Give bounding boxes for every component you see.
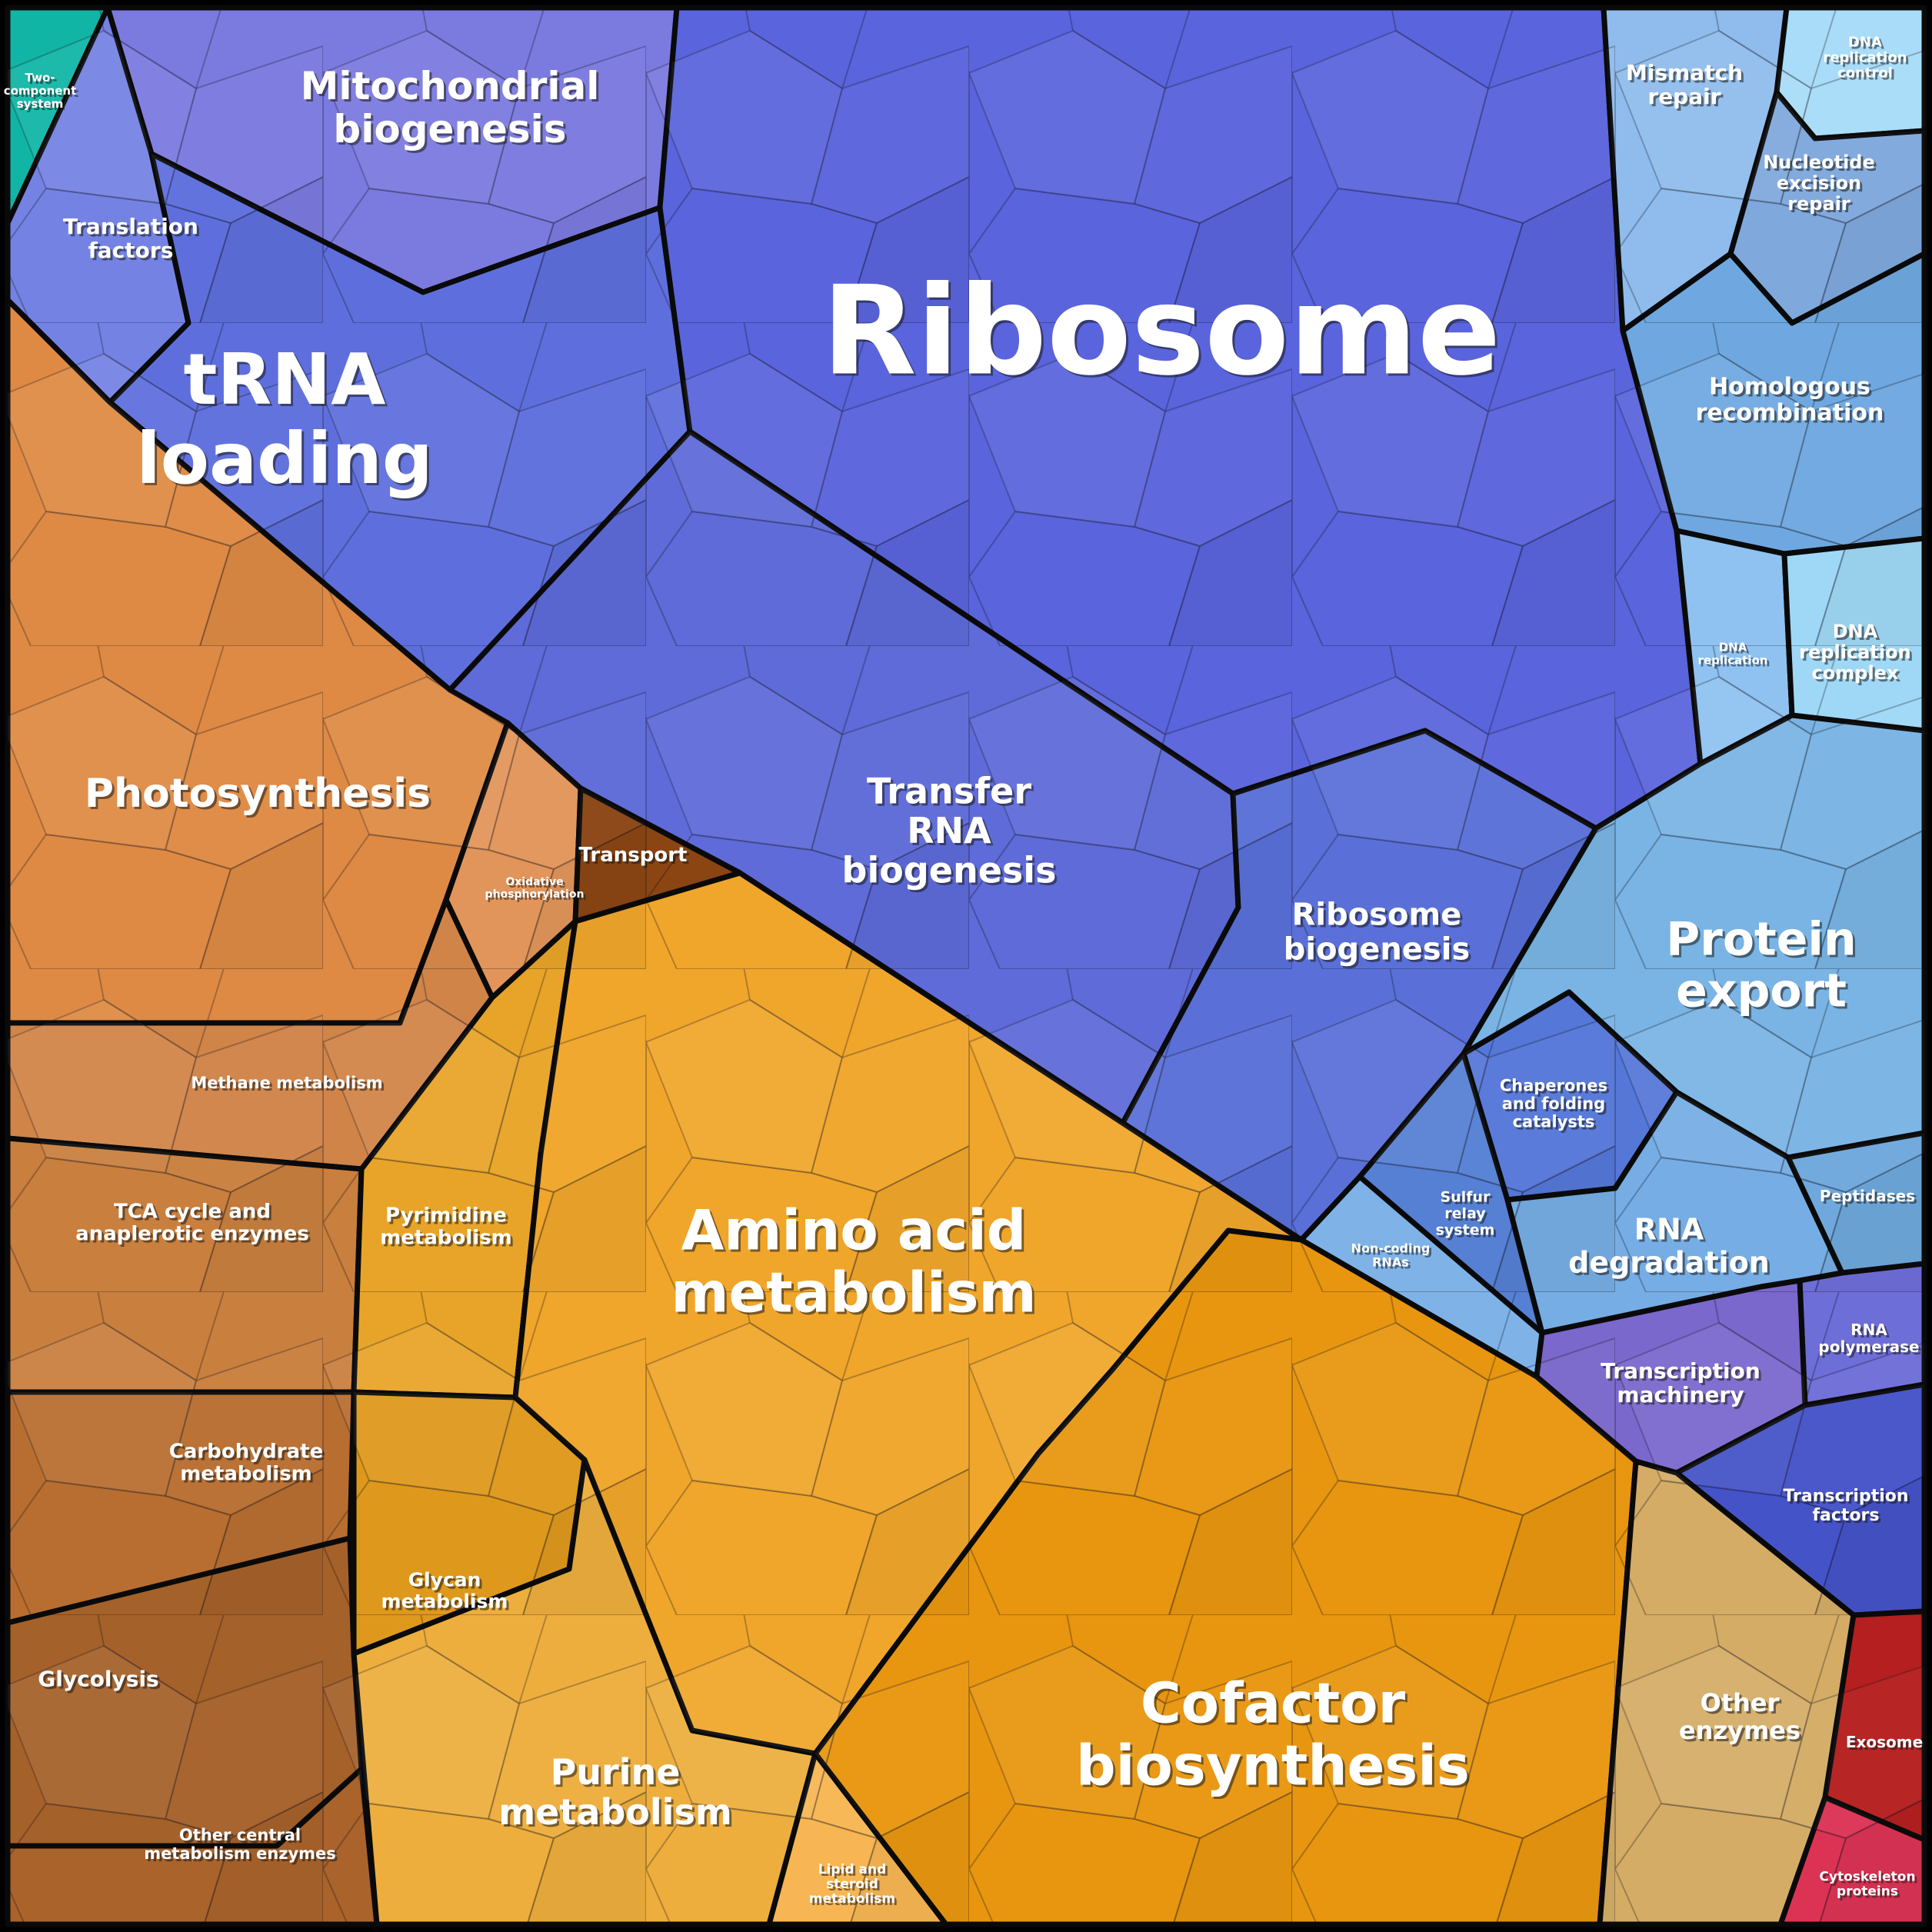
region-label-shadow-cytoskeleton-proteins: Cytoskeleton proteins xyxy=(1821,1871,1917,1901)
region-label-shadow-non-coding-rnas: Non-coding RNAs xyxy=(1354,1244,1433,1272)
region-label-shadow-cofactor-biosynthesis: Cofactor biosynthesis xyxy=(1078,1674,1472,1800)
region-label-shadow-rna-polymerase: RNA polymerase xyxy=(1820,1323,1921,1358)
region-label-dna-replication: DNA replication xyxy=(1698,641,1768,668)
region-label-dna-replication-complex: DNA replication complex xyxy=(1799,621,1910,684)
region-label-shadow-lipid-and-steroid-metabolism: Lipid and steroid metabolism xyxy=(811,1864,898,1909)
region-label-other-enzymes: Other enzymes xyxy=(1679,1688,1800,1745)
region-label-shadow-oxidative-phosphorylation: Oxidative phosphorylation xyxy=(488,878,587,903)
region-label-mismatch-repair: Mismatch repair xyxy=(1626,60,1743,109)
region-label-exosome: Exosome xyxy=(1846,1733,1923,1751)
region-label-shadow-glycolysis: Glycolysis xyxy=(40,1669,161,1694)
region-label-shadow-exosome: Exosome xyxy=(1848,1735,1925,1754)
region-label-shadow-nucleotide-excision-repair: Nucleotide excision repair xyxy=(1765,154,1877,217)
region-label-shadow-other-enzymes: Other enzymes xyxy=(1681,1690,1803,1747)
region-label-amino-acid-metabolism: Amino acid metabolism xyxy=(671,1198,1036,1325)
region-label-shadow-pyrimidine-metabolism: Pyrimidine metabolism xyxy=(382,1206,515,1251)
region-label-purine-metabolism: Purine metabolism xyxy=(498,1751,732,1833)
region-label-ribosome: Ribosome xyxy=(822,259,1501,403)
region-label-shadow-purine-metabolism: Purine metabolism xyxy=(501,1754,734,1835)
region-label-translation-factors: Translation factors xyxy=(63,214,198,263)
region-label-shadow-two-component-system: Two-component system xyxy=(6,73,79,113)
region-label-rna-degradation: RNA degradation xyxy=(1568,1213,1770,1280)
region-label-shadow-photosynthesis: Photosynthesis xyxy=(87,773,433,819)
region-label-shadow-chaperones-and-folding-catalysts: Chaperones and folding catalysts xyxy=(1502,1078,1610,1133)
region-label-shadow-ribosome-biogenesis: Ribosome biogenesis xyxy=(1286,900,1473,970)
region-tca-cycle[interactable] xyxy=(5,1135,365,1395)
region-label-shadow-dna-replication: DNA replication xyxy=(1700,643,1770,670)
region-label-photosynthesis: Photosynthesis xyxy=(85,771,431,817)
region-label-homologous-recombination: Homologous recombination xyxy=(1696,374,1884,427)
region-label-transport: Transport xyxy=(579,844,688,867)
region-label-shadow-rna-degradation: RNA degradation xyxy=(1571,1215,1772,1282)
region-label-nucleotide-excision-repair: Nucleotide excision repair xyxy=(1763,152,1875,215)
region-label-protein-export: Protein export xyxy=(1666,912,1856,1018)
region-label-peptidases: Peptidases xyxy=(1820,1187,1915,1205)
region-label-pyrimidine-metabolism: Pyrimidine metabolism xyxy=(380,1204,512,1249)
region-label-chaperones-and-folding-catalysts: Chaperones and folding catalysts xyxy=(1500,1076,1607,1131)
region-label-shadow-sulfur-relay-system: Sulfur relay system xyxy=(1438,1191,1497,1241)
region-label-shadow-transfer-rna-biogenesis: Transfer RNA biogenesis xyxy=(844,772,1059,893)
region-label-shadow-peptidases: Peptidases xyxy=(1822,1189,1917,1208)
region-label-transcription-machinery: Transcription machinery xyxy=(1601,1358,1760,1407)
region-label-shadow-dna-replication-control: DNA replication control xyxy=(1825,36,1909,83)
region-label-shadow-carbohydrate-metabolism: Carbohydrate metabolism xyxy=(172,1442,325,1487)
region-label-shadow-amino-acid-metabolism: Amino acid metabolism xyxy=(673,1201,1038,1327)
region-label-dna-replication-control: DNA replication control xyxy=(1823,34,1907,81)
region-label-shadow-methane-metabolism: Methane metabolism xyxy=(193,1076,385,1094)
region-label-shadow-translation-factors: Translation factors xyxy=(65,216,201,265)
region-label-shadow-glycan-metabolism: Glycan metabolism xyxy=(384,1571,511,1615)
region-label-shadow-transcription-machinery: Transcription machinery xyxy=(1603,1361,1763,1410)
region-label-shadow-dna-replication-complex: DNA replication complex xyxy=(1801,623,1913,686)
region-label-non-coding-rnas: Non-coding RNAs xyxy=(1351,1241,1431,1270)
region-label-shadow-tca-cycle: TCA cycle and anaplerotic enzymes xyxy=(78,1202,311,1247)
region-label-rna-polymerase: RNA polymerase xyxy=(1818,1321,1919,1356)
region-label-carbohydrate-metabolism: Carbohydrate metabolism xyxy=(169,1440,323,1485)
region-label-transcription-factors: Transcription factors xyxy=(1783,1487,1908,1525)
region-label-two-component-system: Two-component system xyxy=(4,71,77,111)
region-label-shadow-transport: Transport xyxy=(581,846,690,869)
region-label-oxidative-phosphorylation: Oxidative phosphorylation xyxy=(485,876,585,901)
region-label-mitochondrial-biogenesis: Mitochondrial biogenesis xyxy=(301,64,600,152)
region-label-transfer-rna-biogenesis: Transfer RNA biogenesis xyxy=(842,770,1057,891)
region-label-shadow-transcription-factors: Transcription factors xyxy=(1785,1489,1910,1527)
region-label-ribosome-biogenesis: Ribosome biogenesis xyxy=(1284,898,1471,968)
region-label-shadow-ribosome: Ribosome xyxy=(824,261,1504,405)
region-label-cytoskeleton-proteins: Cytoskeleton proteins xyxy=(1819,1869,1915,1899)
region-label-sulfur-relay-system: Sulfur relay system xyxy=(1436,1189,1495,1239)
region-label-lipid-and-steroid-metabolism: Lipid and steroid metabolism xyxy=(809,1862,895,1907)
region-label-methane-metabolism: Methane metabolism xyxy=(191,1074,382,1092)
region-label-shadow-trna-loading: tRNA loading xyxy=(138,341,435,502)
region-label-cofactor-biosynthesis: Cofactor biosynthesis xyxy=(1076,1671,1470,1798)
region-label-shadow-mitochondrial-biogenesis: Mitochondrial biogenesis xyxy=(303,66,602,154)
region-label-other-central-metabolism-enzymes: Other central metabolism enzymes xyxy=(144,1826,336,1863)
region-label-shadow-other-central-metabolism-enzymes: Other central metabolism enzymes xyxy=(146,1828,338,1865)
region-label-glycolysis: Glycolysis xyxy=(38,1667,158,1692)
region-label-glycan-metabolism: Glycan metabolism xyxy=(381,1569,508,1613)
region-label-shadow-mismatch-repair: Mismatch repair xyxy=(1628,62,1745,112)
region-label-trna-loading: tRNA loading xyxy=(136,338,433,500)
region-label-shadow-protein-export: Protein export xyxy=(1668,914,1858,1020)
region-label-tca-cycle: TCA cycle and anaplerotic enzymes xyxy=(75,1200,309,1245)
region-label-shadow-homologous-recombination: Homologous recombination xyxy=(1698,376,1887,429)
